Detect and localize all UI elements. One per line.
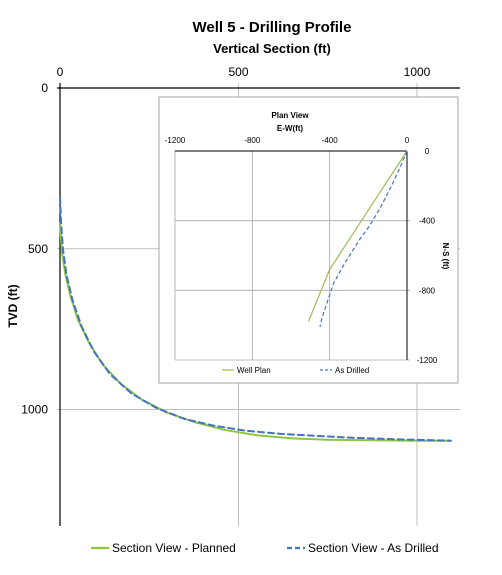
y-axis-label: TVD (ft) xyxy=(6,284,20,327)
inset-title: Plan View xyxy=(271,111,309,120)
main-x-tick-label: 0 xyxy=(57,65,64,79)
main-x-tick-label: 500 xyxy=(228,65,248,79)
inset-x-tick-label: -400 xyxy=(322,136,339,145)
inset-x-tick-label: 0 xyxy=(405,136,410,145)
inset-series-line-1 xyxy=(319,150,408,328)
inset-x-tick-label: -1200 xyxy=(165,136,186,145)
inset-y-tick-label: 0 xyxy=(425,147,430,156)
x-axis-label: Vertical Section (ft) xyxy=(213,41,331,56)
main-legend-label-0: Section View - Planned xyxy=(112,541,236,555)
main-y-tick-label: 1000 xyxy=(21,403,48,417)
main-series-line-1 xyxy=(59,196,452,442)
inset-series-lines xyxy=(307,150,408,328)
main-tick-labels: 0 500 1000 0 500 1000 xyxy=(21,65,430,417)
inset-series-line-0 xyxy=(307,150,408,322)
main-legend: Section View - Planned Section View - As … xyxy=(91,541,439,555)
inset-panel xyxy=(158,96,459,384)
inset-legend-label-1: As Drilled xyxy=(335,366,369,375)
main-y-tick-label: 500 xyxy=(28,242,48,256)
main-series-lines xyxy=(59,196,452,442)
inset-gridlines xyxy=(174,151,410,361)
inset-tick-labels: -1200 -800 -400 0 0 -400 -800 -1200 xyxy=(165,136,438,365)
inset-y-tick-label: -800 xyxy=(419,286,436,295)
inset-x-tick-label: -800 xyxy=(244,136,261,145)
inset-y-axis-label: N-S (ft) xyxy=(441,243,450,270)
inset-y-tick-label: -400 xyxy=(419,217,436,226)
inset-x-axis-label: E-W(ft) xyxy=(277,124,304,133)
inset-legend-label-0: Well Plan xyxy=(237,366,271,375)
main-legend-label-1: Section View - As Drilled xyxy=(308,541,439,555)
main-x-tick-label: 1000 xyxy=(404,65,431,79)
inset-y-tick-label: -1200 xyxy=(417,356,438,365)
inset-legend: Well Plan As Drilled xyxy=(222,366,369,375)
main-y-tick-label: 0 xyxy=(41,81,48,95)
chart-title: Well 5 - Drilling Profile xyxy=(193,19,352,36)
